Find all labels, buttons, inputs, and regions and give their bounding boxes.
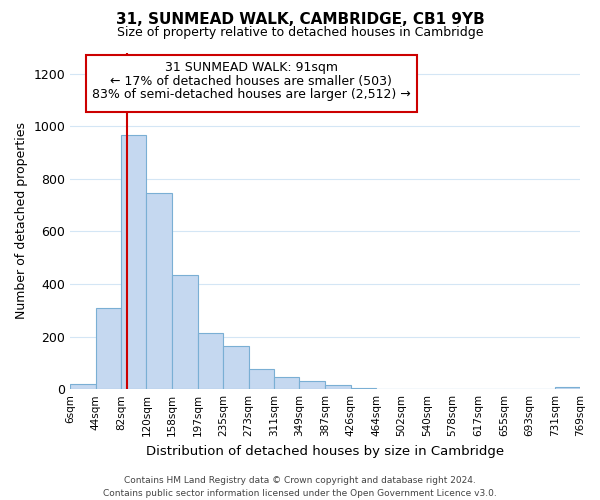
- Bar: [351, 388, 376, 389]
- Bar: [223, 346, 248, 389]
- Bar: [172, 275, 198, 389]
- Text: ← 17% of detached houses are smaller (503): ← 17% of detached houses are smaller (50…: [110, 74, 392, 88]
- Bar: [274, 376, 299, 389]
- Text: 83% of semi-detached houses are larger (2,512) →: 83% of semi-detached houses are larger (…: [92, 88, 410, 102]
- Y-axis label: Number of detached properties: Number of detached properties: [15, 122, 28, 320]
- Bar: [198, 332, 223, 389]
- Text: 31, SUNMEAD WALK, CAMBRIDGE, CB1 9YB: 31, SUNMEAD WALK, CAMBRIDGE, CB1 9YB: [116, 12, 484, 28]
- X-axis label: Distribution of detached houses by size in Cambridge: Distribution of detached houses by size …: [146, 444, 504, 458]
- Text: Contains HM Land Registry data © Crown copyright and database right 2024.
Contai: Contains HM Land Registry data © Crown c…: [103, 476, 497, 498]
- FancyBboxPatch shape: [86, 55, 417, 112]
- Text: Size of property relative to detached houses in Cambridge: Size of property relative to detached ho…: [117, 26, 483, 39]
- Text: 31 SUNMEAD WALK: 91sqm: 31 SUNMEAD WALK: 91sqm: [165, 61, 338, 74]
- Bar: [325, 385, 351, 389]
- Bar: [121, 136, 146, 389]
- Bar: [70, 384, 95, 389]
- Bar: [146, 193, 172, 389]
- Bar: [299, 381, 325, 389]
- Bar: [554, 386, 580, 389]
- Bar: [95, 308, 121, 389]
- Bar: [248, 370, 274, 389]
